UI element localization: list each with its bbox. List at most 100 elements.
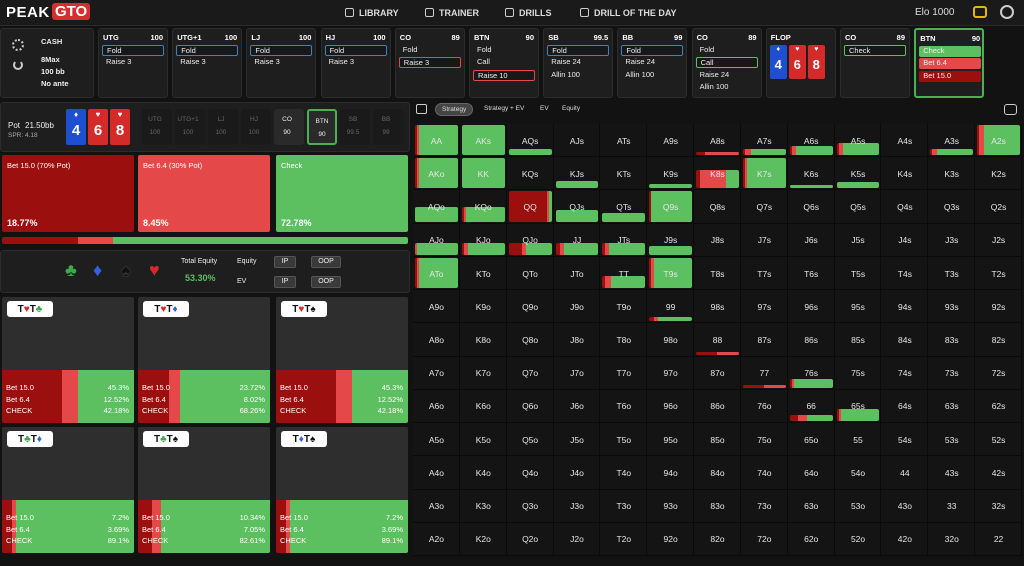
action-option[interactable]: Fold [477, 45, 492, 54]
hand-cell[interactable]: 98s [694, 290, 741, 324]
nav-item[interactable]: DRILL OF THE DAY [594, 8, 677, 18]
hand-cell[interactable]: J6o [553, 389, 601, 424]
hand-cell[interactable]: Q3s [928, 190, 976, 224]
hand-cell[interactable]: KQs [506, 157, 554, 191]
hand-cell[interactable]: KJo [459, 223, 507, 257]
seat-pill[interactable]: BTN 90 [307, 109, 337, 145]
tab[interactable]: Strategy [435, 103, 474, 116]
hand-cell[interactable]: Q7s [740, 190, 788, 224]
action-option[interactable]: Fold [402, 45, 418, 54]
hand-cell[interactable]: 64o [787, 456, 835, 490]
hand-cell[interactable]: T4o [600, 456, 648, 490]
hand-cell[interactable]: K8s [694, 157, 741, 191]
hand-cell[interactable]: 52o [834, 522, 882, 556]
hand-cell[interactable]: K4s [881, 157, 929, 191]
hand-cell[interactable]: 95o [647, 423, 695, 457]
hand-cell[interactable]: K6o [459, 389, 507, 424]
action-option[interactable]: Raise 24 [551, 57, 581, 67]
suit-filter[interactable]: ♣ [65, 260, 77, 280]
action-option[interactable]: Allin 100 [551, 69, 580, 79]
hand-cell[interactable]: KQo [459, 190, 507, 224]
combo-card[interactable]: T ♥ T ♦ Bet 15.0 23.72% Bet 6.4 8.02% CHECK 68.26… [138, 297, 270, 423]
hand-cell[interactable]: A2s [975, 124, 1022, 158]
action-option[interactable]: Raise 3 [180, 57, 206, 67]
hand-cell[interactable]: QJs [553, 190, 601, 224]
seat-pill[interactable]: UTG 100 [142, 109, 172, 145]
suit-filter[interactable]: ♥ [149, 260, 160, 280]
hand-cell[interactable]: J2o [553, 522, 601, 556]
hand-cell[interactable]: Q9s [647, 190, 695, 224]
tab[interactable]: EV [540, 105, 549, 112]
hand-cell[interactable]: T7o [600, 356, 648, 390]
hand-cell[interactable]: 65s [834, 389, 882, 424]
hand-cell[interactable]: AJo [413, 223, 460, 257]
logo-right[interactable]: GTO [52, 3, 91, 20]
seat-pill[interactable]: LJ 100 [208, 109, 238, 145]
hand-cell[interactable]: T9s [647, 256, 695, 291]
hand-cell[interactable]: 63o [787, 489, 835, 523]
hand-cell[interactable]: T5s [834, 256, 882, 291]
position-card[interactable]: SB 99.5 Fold Raise 24 Allin 100 [543, 28, 614, 98]
hand-cell[interactable]: K6s [787, 157, 835, 191]
hand-cell[interactable]: 95s [834, 290, 882, 324]
hand-cell[interactable]: J8s [694, 223, 741, 257]
hand-cell[interactable]: 62s [975, 389, 1022, 424]
hand-cell[interactable]: J4o [553, 456, 601, 490]
hand-cell[interactable]: AQo [413, 190, 460, 224]
position-card[interactable]: CO 89 Fold Raise 3 [394, 28, 465, 98]
hand-cell[interactable]: AJs [553, 124, 601, 158]
hand-cell[interactable]: J7s [740, 223, 788, 257]
hand-cell[interactable]: JTo [553, 256, 601, 291]
hand-cell[interactable]: AKo [413, 157, 460, 191]
hand-cell[interactable]: 98o [647, 323, 695, 357]
hand-cell[interactable]: 88 [694, 323, 741, 357]
hand-cell[interactable]: 42s [975, 456, 1022, 490]
hand-cell[interactable]: 85s [834, 323, 882, 357]
action-tile[interactable]: Bet 15.0 (70% Pot) 18.77% [2, 155, 134, 232]
hand-cell[interactable]: J3s [928, 223, 976, 257]
hand-cell[interactable]: Q5o [506, 423, 554, 457]
hand-cell[interactable]: 72s [975, 356, 1022, 390]
hand-cell[interactable]: 53s [928, 423, 976, 457]
hand-cell[interactable]: 66 [787, 389, 835, 424]
hand-cell[interactable]: QJo [506, 223, 554, 257]
position-card[interactable]: CO 89 Fold Call Raise 24 Allin 100 [691, 28, 762, 98]
action-option[interactable]: Allin 100 [625, 69, 655, 79]
hand-cell[interactable]: 54o [834, 456, 882, 490]
action-option[interactable]: Raise 3 [254, 57, 280, 67]
hand-cell[interactable]: QQ [506, 190, 554, 224]
equity-toggle[interactable]: OOP [311, 256, 341, 268]
hand-cell[interactable]: 64s [881, 389, 929, 424]
hand-cell[interactable]: 85o [694, 423, 741, 457]
gear-icon[interactable] [12, 39, 24, 51]
combo-card[interactable]: T ♣ T ♠ Bet 15.0 10.34% Bet 6.4 7.05% CHECK 82.61… [138, 427, 270, 553]
position-card[interactable]: BTN 90 Fold Call Raise 10 [469, 28, 539, 98]
hand-cell[interactable]: K5o [459, 423, 507, 457]
action-option[interactable]: Bet 6.4 [919, 58, 982, 70]
hand-cell[interactable]: 86o [694, 389, 741, 424]
hand-cell[interactable]: T8s [694, 256, 741, 291]
hand-cell[interactable]: A6o [413, 389, 460, 424]
tab-icon[interactable] [416, 104, 427, 114]
seat-pill[interactable]: HJ 100 [241, 109, 271, 145]
hand-cell[interactable]: ATo [413, 256, 460, 291]
hand-cell[interactable]: J6s [787, 223, 835, 257]
action-option[interactable]: Check [919, 46, 982, 57]
hand-cell[interactable]: A3s [928, 124, 976, 158]
action-option[interactable]: Raise 24 [625, 57, 655, 67]
suit-filter[interactable]: ♠ [121, 260, 131, 280]
hand-cell[interactable]: 87o [694, 356, 741, 390]
hand-cell[interactable]: K4o [459, 456, 507, 490]
hand-cell[interactable]: A9s [647, 124, 695, 158]
hand-cell[interactable]: 84o [694, 456, 741, 490]
combo-card[interactable]: T ♥ T ♣ Bet 15.0 45.3% Bet 6.4 12.52% CHECK 42.18… [2, 297, 134, 423]
hand-cell[interactable]: T3s [928, 256, 976, 291]
combo-card[interactable]: T ♦ T ♠ Bet 15.0 7.2% Bet 6.4 3.69% CHECK 89.1% [276, 427, 408, 553]
nav-item[interactable]: DRILLS [519, 8, 552, 18]
hand-cell[interactable]: 33 [928, 489, 976, 523]
combo-card[interactable]: T ♥ T ♠ Bet 15.0 45.3% Bet 6.4 12.52% CHECK 42.18… [276, 297, 408, 423]
action-option[interactable]: Fold [102, 45, 164, 56]
hand-cell[interactable]: K3o [459, 489, 507, 523]
equity-toggle[interactable]: OOP [311, 276, 341, 288]
hand-cell[interactable]: K7o [459, 356, 507, 390]
